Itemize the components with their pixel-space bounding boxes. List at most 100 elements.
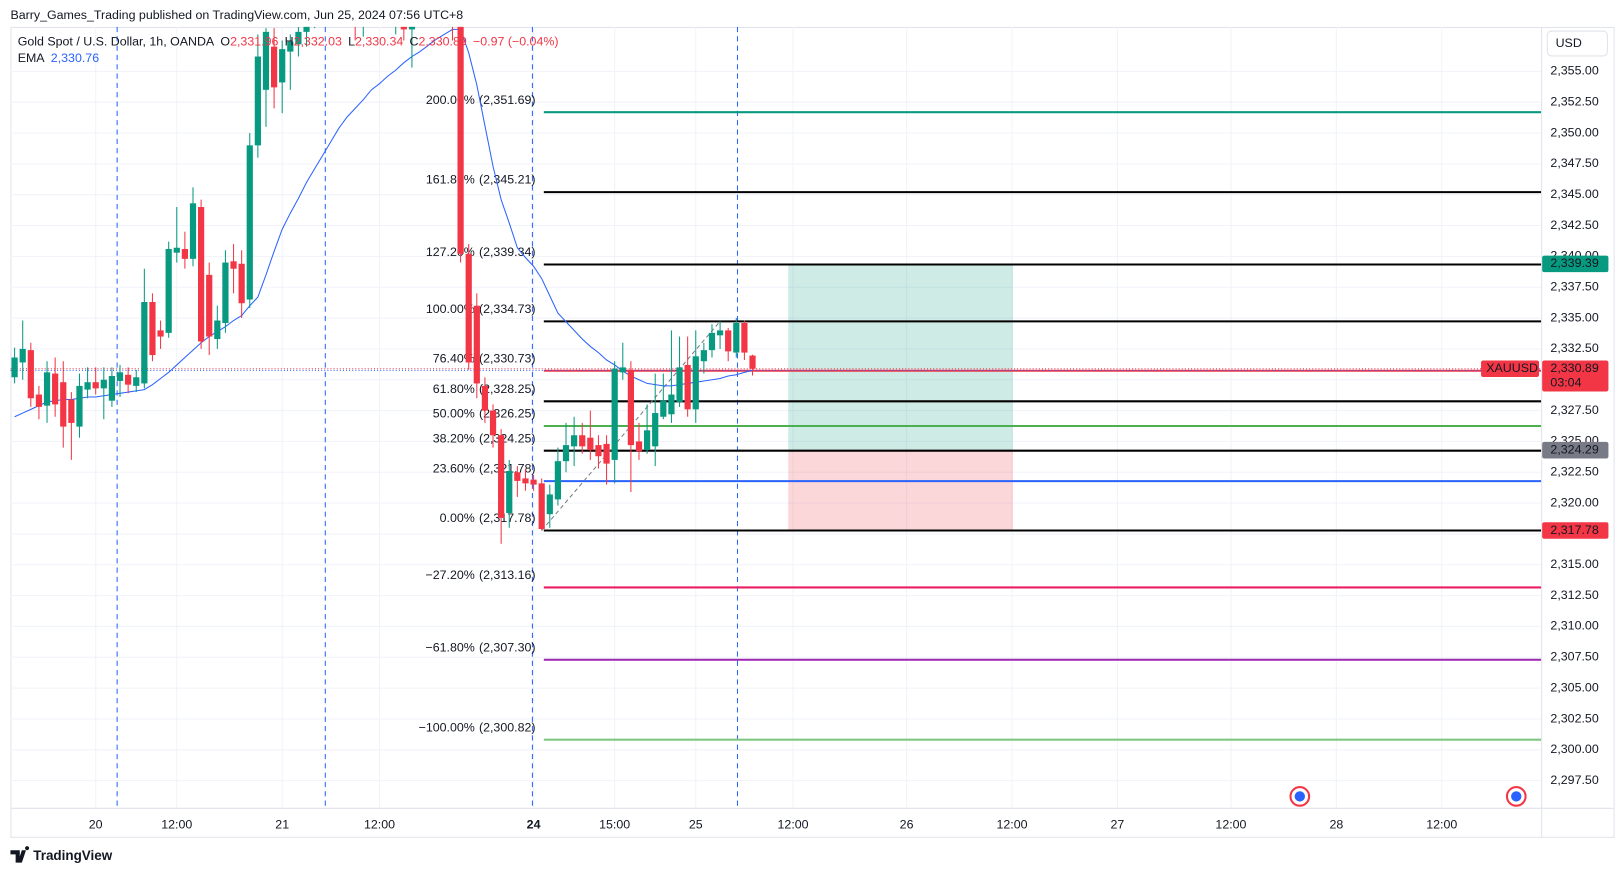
fib-level: 76.40% bbox=[433, 352, 475, 366]
candle-body bbox=[270, 46, 278, 88]
target-badge-label: 2,339.39 bbox=[1550, 256, 1598, 270]
legend-value: 2,330.89 bbox=[418, 35, 466, 49]
fib-label: 76.40% (2,330.73) bbox=[433, 352, 536, 366]
candle-body bbox=[619, 367, 626, 373]
legend-key: H bbox=[285, 35, 294, 49]
candle-body bbox=[149, 302, 156, 356]
candle-body bbox=[19, 348, 26, 363]
candle-body bbox=[279, 49, 286, 83]
candle-body bbox=[692, 356, 699, 410]
target-badge bbox=[1542, 255, 1609, 273]
ema-name: EMA bbox=[18, 51, 46, 65]
brand: TradingView bbox=[10, 846, 113, 863]
currency-label[interactable]: USD bbox=[1556, 36, 1582, 50]
candle-body bbox=[530, 479, 537, 485]
candle-body bbox=[76, 385, 83, 427]
x-tick-label: 24 bbox=[527, 818, 541, 832]
candle-body bbox=[35, 394, 43, 407]
candle-body bbox=[287, 41, 294, 52]
fib-label: 38.20% (2,324.25) bbox=[433, 432, 536, 446]
x-tick-label: 12:00 bbox=[778, 818, 809, 832]
fib-level: −100.00% bbox=[419, 721, 475, 735]
candle-body bbox=[100, 379, 107, 389]
candle-body bbox=[173, 247, 180, 253]
candle-body bbox=[749, 355, 756, 369]
candle-body bbox=[725, 330, 732, 352]
y-tick-label: 2,332.50 bbox=[1550, 341, 1598, 355]
candle-body bbox=[522, 478, 529, 484]
legend-key: C bbox=[410, 35, 419, 49]
fib-value: (2,324.25) bbox=[479, 432, 536, 446]
y-tick-label: 2,320.00 bbox=[1550, 495, 1598, 509]
y-tick-label: 2,347.50 bbox=[1550, 156, 1598, 170]
symbol-badge-label: XAUUSD bbox=[1486, 361, 1538, 375]
last-price-badge bbox=[1542, 360, 1609, 392]
fib-label: 100.00% (2,334.73) bbox=[426, 302, 536, 316]
candle-body bbox=[11, 357, 18, 378]
y-tick-label: 2,302.50 bbox=[1550, 711, 1598, 725]
y-tick-label: 2,342.50 bbox=[1550, 218, 1598, 232]
candle-body bbox=[457, 26, 464, 254]
brand-logo bbox=[10, 846, 30, 863]
y-tick-label: 2,307.50 bbox=[1550, 650, 1598, 664]
fib-value: (2,330.73) bbox=[479, 352, 536, 366]
candle-body bbox=[262, 31, 270, 90]
x-tick-label: 12:00 bbox=[364, 818, 395, 832]
candle-body bbox=[43, 372, 51, 406]
candle-body bbox=[652, 413, 659, 447]
candle-body bbox=[92, 382, 99, 389]
stop-badge-label: 2,317.78 bbox=[1550, 523, 1598, 537]
fib-label: −27.20% (2,313.16) bbox=[425, 568, 535, 582]
countdown-label: 03:04 bbox=[1550, 376, 1581, 390]
fib-level: 200.00% bbox=[426, 93, 475, 107]
candle-body bbox=[181, 248, 188, 259]
candle-body bbox=[571, 435, 578, 447]
entry-badge bbox=[1542, 441, 1609, 459]
event-flag-icon bbox=[1294, 791, 1305, 802]
candle-body bbox=[295, 31, 302, 45]
legend-value: 2,330.34 bbox=[355, 35, 403, 49]
candle-body bbox=[554, 461, 562, 500]
candle-body bbox=[506, 471, 513, 513]
currency-button[interactable] bbox=[1546, 30, 1608, 57]
candle-body bbox=[514, 472, 521, 481]
candle-body bbox=[230, 261, 237, 269]
candle-body bbox=[27, 350, 34, 399]
x-tick-label: 28 bbox=[1329, 818, 1343, 832]
candle-body bbox=[68, 399, 75, 423]
legend-line: Gold Spot / U.S. Dollar, 1h, OANDA O2,331… bbox=[18, 35, 559, 49]
ema-value: 2,330.76 bbox=[51, 51, 99, 65]
fib-level: 61.80% bbox=[433, 382, 475, 396]
candle-body bbox=[254, 56, 261, 146]
x-tick-label: 27 bbox=[1111, 818, 1125, 832]
fib-level: −27.20% bbox=[425, 568, 474, 582]
fib-level: 0.00% bbox=[440, 511, 475, 525]
loss-zone bbox=[788, 450, 1013, 531]
candle-body bbox=[108, 376, 116, 401]
publisher-line: Barry_Games_Trading published on Trading… bbox=[10, 8, 463, 22]
fib-label: 127.20% (2,339.34) bbox=[426, 245, 536, 259]
legend-value: 2,331.96 bbox=[230, 35, 278, 49]
fib-value: (2,328.25) bbox=[479, 382, 536, 396]
fib-label: 161.80% (2,345.21) bbox=[426, 173, 536, 187]
candle-body bbox=[157, 330, 164, 337]
x-tick-label: 12:00 bbox=[1426, 818, 1457, 832]
fib-value: (2,300.82) bbox=[479, 721, 536, 735]
symbol-badge bbox=[1481, 360, 1540, 378]
candle-body bbox=[206, 274, 213, 337]
candle-body bbox=[635, 441, 643, 452]
candle-body bbox=[627, 369, 634, 446]
candle-body bbox=[214, 320, 221, 340]
candle-body bbox=[400, 26, 407, 30]
plot-area: 200.00% (2,351.69) 161.80% (2,345.21) 127.20… bbox=[10, 26, 1542, 808]
ema-legend: EMA 2,330.76 bbox=[18, 51, 99, 65]
candle-body bbox=[198, 207, 205, 342]
candle-body bbox=[587, 437, 594, 451]
candle-body bbox=[603, 443, 610, 464]
overlay: 2,339.39 2,324.29 2,317.78 XAUUSD 2,330.8903… bbox=[1481, 255, 1609, 539]
fib-value: (2,345.21) bbox=[479, 173, 536, 187]
candle-body bbox=[52, 373, 59, 405]
candle-body bbox=[733, 322, 740, 353]
